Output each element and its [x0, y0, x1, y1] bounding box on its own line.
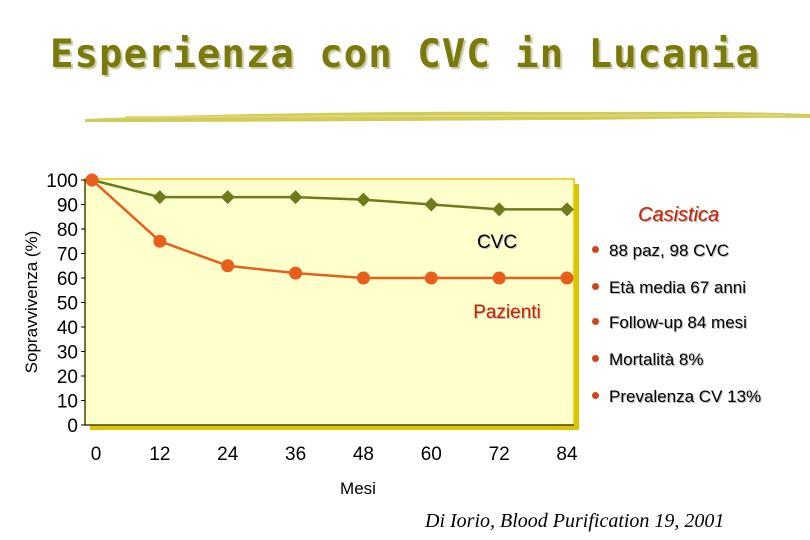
data-point-pazienti	[85, 173, 99, 187]
data-point-cvc	[560, 202, 574, 217]
y-tick-label: 10	[57, 392, 78, 413]
y-tick-label: 50	[57, 294, 78, 315]
citation: Di Iorio, Blood Purification 19, 2001	[425, 510, 725, 532]
x-tick-label: 72	[489, 444, 510, 465]
data-point-pazienti	[356, 271, 370, 285]
x-tick-label: 48	[353, 444, 374, 465]
data-point-pazienti	[560, 271, 574, 285]
casistica-title: Casistica	[638, 204, 720, 226]
bullet-dot	[592, 246, 599, 254]
bullet-dot	[592, 392, 599, 400]
bullet-dot	[592, 318, 599, 326]
x-tick-label: 12	[149, 444, 170, 465]
x-tick-label: 60	[421, 444, 442, 465]
x-axis-label: Mesi	[340, 479, 376, 498]
data-point-pazienti	[424, 271, 438, 285]
casistica-item: Follow-up 84 mesi	[592, 313, 747, 337]
slide-title: Esperienza con CVC in Lucania	[50, 32, 760, 77]
x-tick-label: 0	[91, 444, 102, 465]
y-tick-label: 0	[67, 416, 78, 437]
y-tick-label: 20	[57, 367, 78, 388]
series-line-pazienti	[91, 179, 567, 280]
y-tick-label: 100	[46, 171, 78, 192]
data-point-cvc	[152, 190, 167, 205]
bullet-dot	[592, 355, 599, 363]
y-tick-label: 60	[57, 269, 78, 290]
casistica-item: Prevalenza CV 13%	[592, 387, 761, 411]
data-point-pazienti	[492, 271, 506, 285]
data-point-pazienti	[221, 259, 235, 273]
bullet-dot	[592, 283, 599, 291]
data-point-cvc	[288, 190, 303, 205]
series-line-cvc	[91, 178, 567, 211]
data-point-cvc	[220, 190, 235, 205]
casistica-item: Età media 67 anni	[592, 278, 746, 302]
y-tick-label: 30	[57, 343, 78, 364]
data-point-cvc	[492, 202, 507, 217]
data-point-cvc	[356, 192, 371, 207]
data-point-pazienti	[289, 266, 303, 280]
y-tick-label: 40	[57, 318, 78, 339]
y-tick-label: 90	[57, 196, 78, 217]
casistica-item: 88 paz, 98 CVC	[592, 241, 729, 265]
y-tick-label: 70	[57, 245, 78, 266]
series-label-cvc: CVC	[477, 232, 517, 253]
casistica-item: Mortalità 8%	[592, 350, 703, 374]
x-tick-label: 24	[217, 444, 239, 465]
y-tick-label: 80	[57, 220, 78, 241]
x-tick-label: 36	[285, 444, 306, 465]
data-point-pazienti	[153, 234, 167, 248]
x-tick-label: 84	[556, 444, 578, 465]
data-point-cvc	[424, 197, 439, 212]
series-label-pazienti: Pazienti	[473, 302, 541, 323]
y-axis-label: Sopravvivenza (%)	[22, 231, 41, 374]
title-underline-brush	[85, 111, 810, 122]
